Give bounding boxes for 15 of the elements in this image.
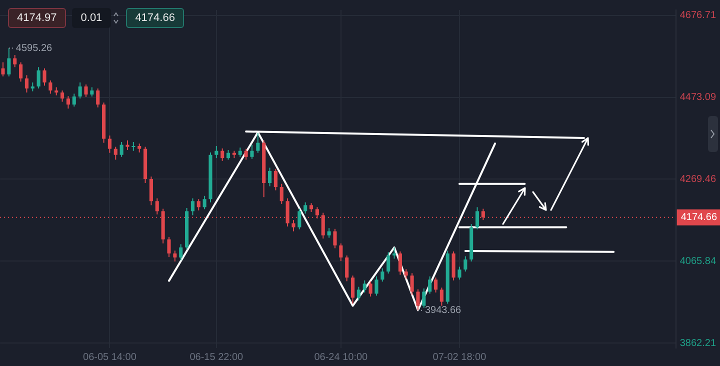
y-tick-label: 3862.21	[680, 338, 716, 349]
ref-line-label: 4174.66	[680, 212, 718, 224]
annotation: 4174.66	[126, 8, 184, 28]
x-tick-label: 06-24 10:00	[314, 352, 368, 363]
annotation: 4174.97	[8, 8, 66, 28]
annotation: 4595.26	[16, 42, 53, 54]
y-tick-label: 4473.09	[680, 92, 716, 104]
annotation: 0.01	[72, 8, 112, 28]
y-tick-label: 4676.71	[680, 10, 716, 22]
annotation: 3943.66	[424, 305, 462, 316]
y-tick-label: 4065.84	[680, 256, 716, 267]
x-tick-label: 07-02 18:00	[432, 352, 487, 363]
x-tick-label: 06-15 22:00	[190, 352, 244, 363]
x-tick-label: 06-05 14:00	[83, 352, 137, 363]
y-tick-label: 4269.46	[680, 174, 716, 185]
